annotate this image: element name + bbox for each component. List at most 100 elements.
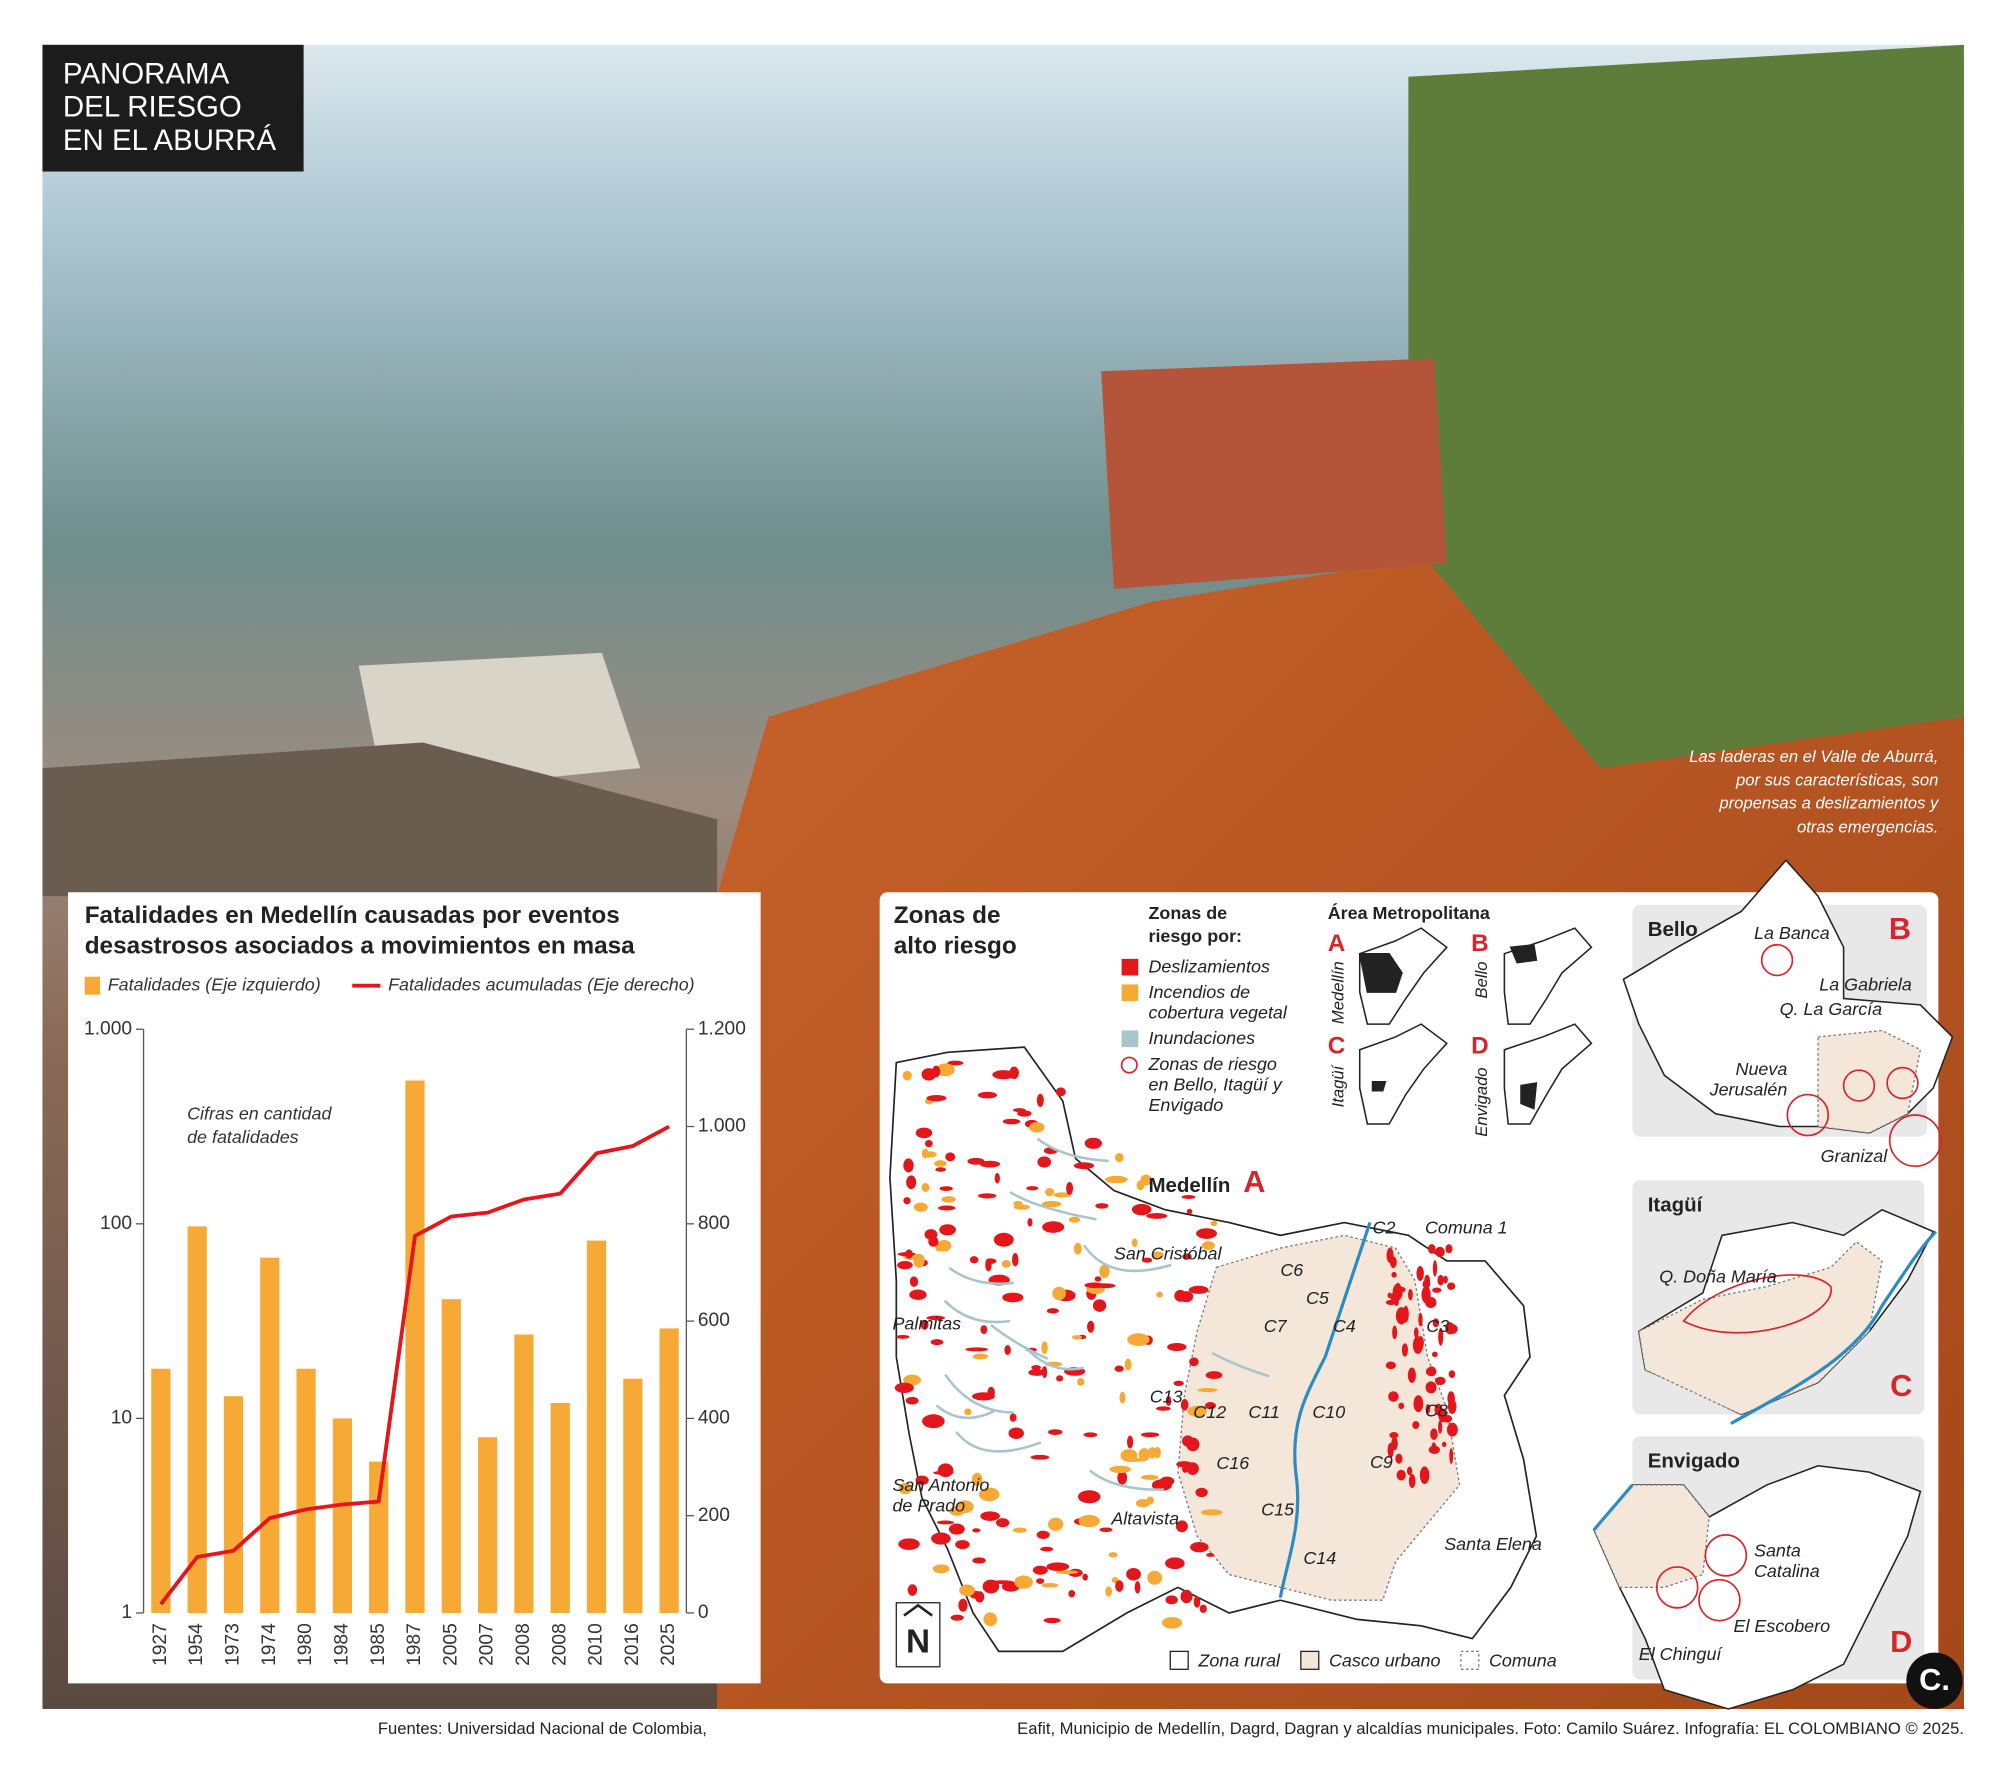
risk-blob [1053, 1192, 1071, 1198]
flood-line [990, 1324, 1049, 1360]
inset-name: Envigado [1472, 1067, 1491, 1136]
risk-blob [1046, 1308, 1059, 1314]
risk-blob [958, 1598, 968, 1612]
x-tick-label: 2010 [586, 1623, 607, 1666]
risk-blob [1385, 1299, 1397, 1305]
x-tick-label: 1980 [295, 1623, 316, 1666]
risk-blob [1387, 1442, 1394, 1458]
risk-blob [1095, 1203, 1109, 1209]
risk-blob [1182, 1435, 1194, 1447]
risk-blob [1391, 1271, 1397, 1278]
risk-blob [1043, 1617, 1061, 1624]
legend-swatch [1121, 1030, 1139, 1048]
river [1730, 1230, 1937, 1425]
flood-line [1009, 1190, 1097, 1221]
risk-blob [1176, 1461, 1193, 1468]
risk-blob [897, 1260, 913, 1270]
risk-blob [1422, 1279, 1431, 1289]
risk-blob [971, 1392, 995, 1401]
risk-blob [948, 1523, 965, 1535]
risk-blob [1138, 1448, 1150, 1462]
risk-blob [1448, 1370, 1456, 1379]
bar [659, 1328, 679, 1613]
risk-blob [982, 1579, 1000, 1594]
risk-blob [937, 1239, 952, 1252]
panel-letter: D [1890, 1624, 1912, 1659]
inset-letter: A [1328, 930, 1346, 957]
risk-blob [993, 1232, 1014, 1247]
risk-blob [903, 1374, 922, 1386]
risk-blob [1083, 1432, 1098, 1438]
risk-blob [921, 1182, 930, 1192]
risk-blob [1045, 1187, 1055, 1197]
risk-blob [1032, 1565, 1048, 1575]
risk-blob [1200, 1509, 1223, 1516]
risk-blob [1412, 1421, 1420, 1430]
place-label: La Gabriela [1819, 974, 1912, 994]
risk-blob [1385, 1361, 1396, 1370]
place-label: San Cristóbal [1114, 1243, 1223, 1263]
y2-tick-label: 0 [698, 1602, 709, 1623]
flood-line [943, 1299, 1011, 1324]
risk-blob [1136, 1180, 1145, 1191]
risk-blob [955, 1500, 974, 1514]
risk-blob [928, 1236, 939, 1247]
bar [514, 1334, 534, 1613]
inset-name: Bello [1472, 962, 1491, 999]
footer-right: Eafit, Municipio de Medellín, Dagrd, Dag… [1017, 1719, 1964, 1738]
annotation: Cifras en cantidad [187, 1104, 332, 1124]
risk-blob [1117, 1470, 1128, 1485]
risk-blob [1165, 1595, 1178, 1605]
risk-blob [1388, 1391, 1399, 1402]
north-box [895, 1602, 941, 1668]
legend-swatch [1120, 1056, 1138, 1074]
risk-blob [1131, 1238, 1138, 1248]
risk-blob [1151, 1251, 1164, 1258]
risk-blob [1055, 1570, 1079, 1575]
risk-blob [1180, 1399, 1189, 1411]
risk-blob [1193, 1596, 1201, 1608]
panel-title: Envigado [1648, 1449, 1740, 1472]
flood-line [1036, 1137, 1109, 1163]
risk-blob [1092, 1299, 1107, 1312]
risk-blob [1389, 1431, 1399, 1439]
y2-tick-label: 1.200 [698, 1018, 746, 1039]
caption-line: por sus características, son [1735, 770, 1938, 789]
risk-blob [1425, 1381, 1437, 1394]
casco-urbano [1177, 1234, 1461, 1601]
risk-blob [1187, 1405, 1207, 1417]
risk-blob [1437, 1274, 1444, 1286]
insets [1358, 927, 1593, 1125]
risk-blob [1419, 1466, 1430, 1485]
risk-blob [1127, 1333, 1150, 1347]
risk-blob [1396, 1469, 1406, 1481]
risk-blob [937, 1205, 956, 1211]
x-tick-label: 1985 [368, 1623, 389, 1666]
risk-blob [996, 1518, 1010, 1528]
comuna-label: C4 [1333, 1316, 1356, 1336]
bar [151, 1368, 171, 1613]
risk-blob [1206, 1553, 1215, 1557]
logo [1906, 1652, 1963, 1709]
bar [478, 1437, 498, 1613]
inset-letter: B [1471, 930, 1489, 957]
risk-blob [1077, 1490, 1101, 1504]
risk-blob [1407, 1367, 1416, 1383]
risk-blob [994, 1172, 1000, 1184]
risk-blob [936, 1520, 955, 1525]
place-label: Granizal [1821, 1146, 1889, 1166]
risk-blob [1073, 1162, 1095, 1170]
risk-blob [1441, 1441, 1447, 1448]
x-tick-label: 1973 [223, 1623, 244, 1666]
title-line: DEL RIESGO [63, 91, 242, 124]
footer-left: Fuentes: Universidad Nacional de Colombi… [378, 1719, 707, 1738]
x-tick-label: 2007 [477, 1623, 498, 1666]
risk-blob [1011, 1253, 1019, 1267]
y2-tick-label: 600 [698, 1310, 730, 1331]
legend-label: Zona rural [1197, 1650, 1281, 1670]
risk-blob [1154, 1446, 1161, 1459]
flood-line [944, 1373, 1014, 1414]
x-tick-label: 2016 [622, 1623, 643, 1666]
risk-blob [979, 1160, 1001, 1168]
risk-blob [1126, 1567, 1141, 1581]
